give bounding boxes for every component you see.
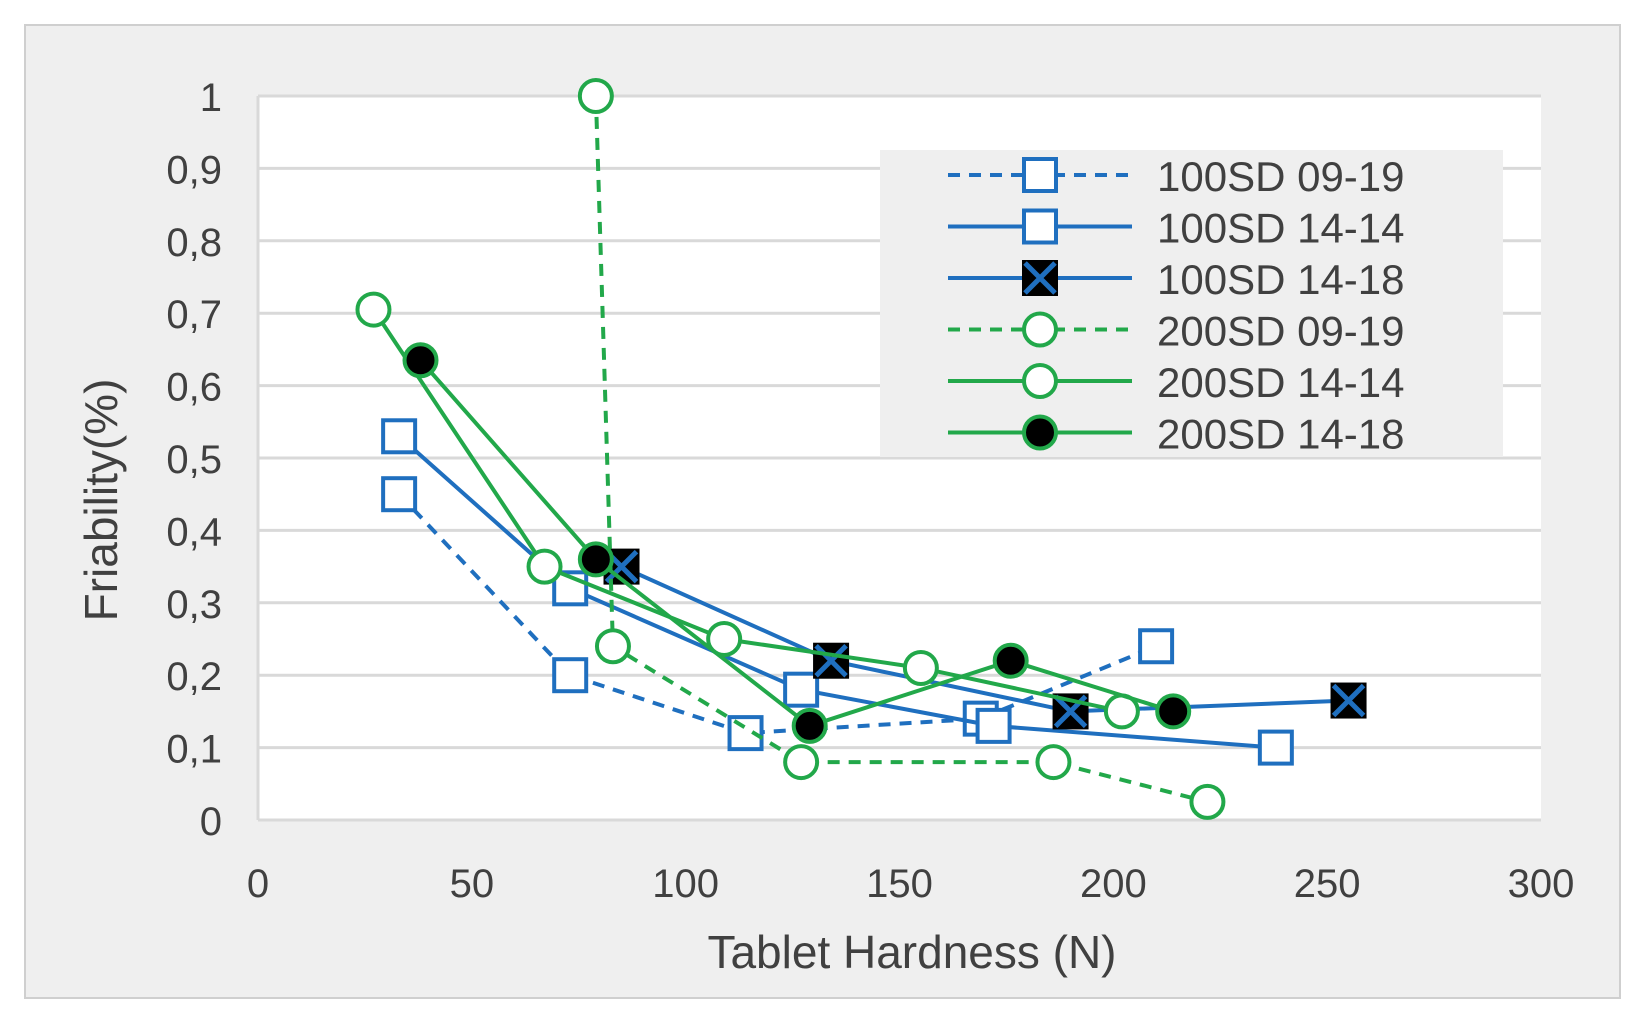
legend-label: 200SD 14-14 [1157, 359, 1405, 406]
data-point [1138, 628, 1175, 665]
y-tick-label: 0,1 [166, 728, 222, 772]
y-tick-label: 0,6 [166, 366, 222, 410]
legend-marker [1022, 260, 1058, 296]
data-point [355, 291, 392, 328]
y-tick-label: 0,7 [166, 293, 222, 337]
legend-label: 200SD 14-18 [1157, 411, 1405, 458]
x-tick-label: 150 [866, 862, 933, 906]
data-point [783, 744, 820, 781]
y-tick-label: 0,2 [166, 655, 222, 699]
marker-x [1331, 683, 1366, 718]
data-point [1330, 682, 1367, 719]
legend-marker [1022, 414, 1058, 451]
x-tick-label: 100 [652, 862, 719, 906]
y-tick-label: 1 [200, 76, 222, 120]
data-point [992, 642, 1029, 679]
legend-marker [1022, 311, 1058, 348]
data-point [975, 707, 1012, 744]
series-5 [355, 291, 1140, 730]
marker-x [814, 643, 848, 678]
legend-box [880, 150, 1503, 457]
y-tick-label: 0,3 [166, 583, 222, 627]
x-tick-label: 0 [247, 862, 269, 906]
y-axis-label: Friability(%) [75, 379, 127, 622]
data-point [1189, 783, 1226, 820]
legend-item: 200SD 14-18 [948, 411, 1405, 458]
x-tick-label: 300 [1508, 862, 1575, 906]
data-point [552, 657, 589, 694]
legend-label: 100SD 14-14 [1157, 205, 1405, 252]
data-point [577, 541, 614, 578]
data-point [402, 342, 439, 379]
y-tick-label: 0,9 [166, 148, 222, 192]
data-point [783, 671, 820, 708]
series-2 [381, 418, 1294, 766]
data-point [381, 418, 418, 455]
data-point [1155, 693, 1192, 730]
legend-item: 100SD 14-18 [948, 256, 1405, 303]
legend-label: 200SD 09-19 [1157, 308, 1405, 355]
legend-item: 100SD 14-14 [948, 205, 1405, 252]
y-tick-label: 0,4 [166, 510, 222, 554]
data-point [381, 476, 418, 513]
legend-item: 200SD 14-14 [948, 359, 1405, 406]
x-tick-label: 200 [1080, 862, 1147, 906]
y-tick-label: 0 [200, 800, 222, 844]
data-point [813, 642, 850, 679]
legend-marker [1022, 157, 1058, 193]
series-4 [577, 78, 1226, 820]
series-line [593, 95, 1208, 804]
legend-label: 100SD 09-19 [1157, 153, 1405, 200]
legend-item: 100SD 09-19 [948, 153, 1405, 200]
data-point [902, 649, 939, 686]
data-point [526, 548, 563, 585]
x-tick-label: 250 [1294, 862, 1361, 906]
data-point [706, 621, 743, 657]
legend-marker [1022, 363, 1058, 399]
marker-x [1023, 261, 1057, 295]
legend-label: 100SD 14-18 [1157, 256, 1405, 303]
x-axis-label: Tablet Hardness (N) [707, 926, 1116, 978]
series-line [620, 564, 1349, 714]
data-point [1257, 729, 1294, 766]
data-point [1035, 744, 1072, 781]
legend-marker [1022, 208, 1058, 245]
x-tick-label: 50 [450, 862, 495, 906]
series-3 [603, 548, 1367, 730]
series-6 [402, 342, 1192, 744]
data-point [577, 78, 614, 114]
data-point [594, 628, 631, 665]
data-point [791, 707, 828, 744]
legend-item: 200SD 09-19 [948, 308, 1405, 355]
y-tick-label: 0,8 [166, 221, 222, 265]
y-tick-label: 0,5 [166, 438, 222, 482]
